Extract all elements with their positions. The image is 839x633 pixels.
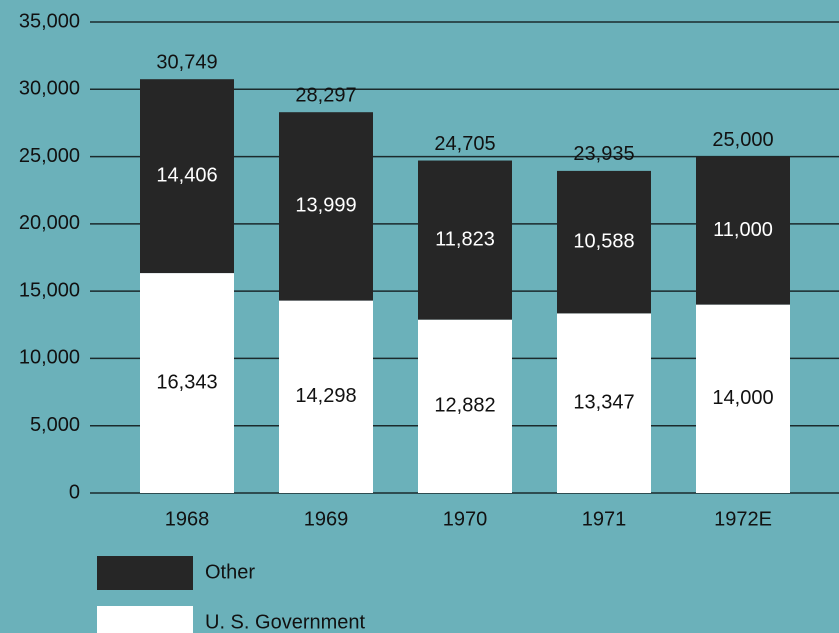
x-tick-label: 1970 [443, 508, 488, 530]
value-label: 12,882 [434, 395, 495, 417]
value-label: 14,000 [712, 387, 773, 409]
bar-segment [418, 319, 512, 493]
bar-segment [696, 156, 790, 305]
legend-label: U. S. Government [205, 611, 366, 633]
y-tick-label: 35,000 [19, 10, 80, 32]
bar-segment [279, 300, 373, 493]
value-label: 13,347 [573, 391, 634, 413]
total-label: 30,749 [156, 51, 217, 73]
y-tick-label: 20,000 [19, 212, 80, 234]
bar-segment [557, 313, 651, 493]
bar-segment [279, 112, 373, 301]
total-label: 28,297 [295, 84, 356, 106]
value-label: 14,298 [295, 385, 356, 407]
value-label: 11,000 [713, 219, 773, 241]
value-label: 11,823 [435, 228, 495, 250]
x-tick-label: 1972E [714, 508, 772, 530]
bar-segment [696, 304, 790, 493]
legend-label: Other [205, 561, 255, 583]
value-label: 10,588 [573, 230, 634, 252]
value-label: 13,999 [295, 195, 356, 217]
x-tick-label: 1969 [304, 508, 349, 530]
x-tick-label: 1968 [165, 508, 210, 530]
bar-segment [140, 273, 234, 493]
total-label: 25,000 [712, 129, 773, 151]
y-tick-label: 15,000 [19, 279, 80, 301]
y-tick-label: 25,000 [19, 145, 80, 167]
total-label: 23,935 [573, 143, 634, 165]
legend-swatch [97, 606, 193, 633]
x-tick-label: 1971 [582, 508, 627, 530]
value-label: 14,406 [156, 164, 217, 186]
bar-segment [140, 79, 234, 274]
y-tick-label: 0 [69, 481, 80, 503]
bar-segment [418, 160, 512, 320]
y-tick-label: 10,000 [19, 347, 80, 369]
legend-swatch [97, 556, 193, 590]
value-label: 16,343 [156, 371, 217, 393]
y-tick-label: 5,000 [30, 414, 80, 436]
total-label: 24,705 [434, 133, 495, 155]
y-tick-label: 30,000 [19, 78, 80, 100]
bar-segment [557, 170, 651, 314]
